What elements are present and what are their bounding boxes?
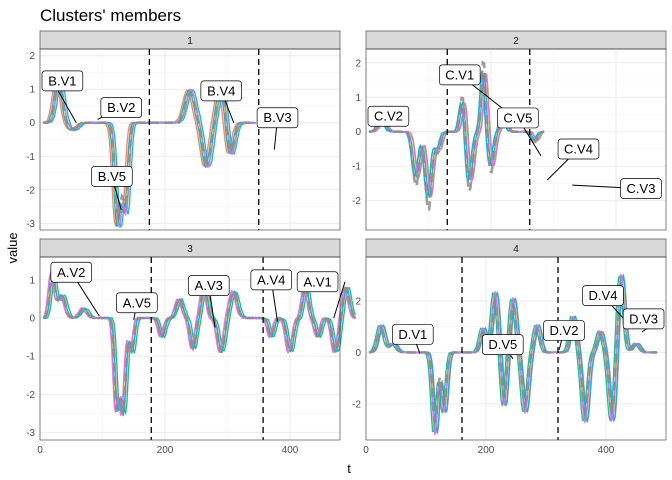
label-leader-line — [333, 281, 346, 319]
facet-panel-2: 2 -2 -1 0 1 2 C.V1 C.V2 C.V5 C.V4 C.V3 — [352, 30, 667, 231]
x-tick-label: 200 — [157, 445, 174, 456]
x-tick-label: 200 — [478, 445, 495, 456]
centroid-series-line — [369, 59, 545, 211]
variable-label-box — [50, 261, 92, 283]
variable-label: D.V5 — [488, 337, 517, 352]
variable-label-box — [622, 308, 665, 330]
variable-label-box — [41, 70, 84, 92]
x-tick-label: 0 — [37, 445, 43, 456]
y-tick-label: -1 — [26, 352, 35, 363]
variable-label: C.V5 — [503, 110, 532, 125]
facet-strip-label: 2 — [513, 36, 519, 47]
facet-strip-label: 4 — [513, 244, 519, 255]
member-series-line — [368, 73, 545, 198]
y-tick-label: -2 — [352, 196, 361, 207]
variable-label: B.V4 — [207, 83, 235, 98]
y-tick-label: 2 — [355, 58, 361, 69]
y-tick-label: 2 — [29, 51, 35, 62]
facet-strip-label: 1 — [187, 36, 193, 47]
variable-label: D.V4 — [589, 288, 618, 303]
y-tick-label: 1 — [29, 275, 35, 286]
y-tick-label: -1 — [26, 152, 35, 163]
panel-border — [39, 48, 341, 231]
y-tick-label: 1 — [355, 93, 361, 104]
x-tick-label: 400 — [598, 445, 615, 456]
variable-label-box — [296, 271, 339, 293]
variable-label-box — [100, 97, 142, 119]
variable-label: B.V1 — [48, 73, 76, 88]
variable-label-box — [367, 105, 410, 127]
x-axis-title: t — [347, 461, 351, 476]
y-tick-label: 0 — [29, 314, 35, 325]
variable-label: A.V3 — [195, 278, 223, 293]
y-tick-label: 0 — [29, 118, 35, 129]
variable-label-box — [582, 285, 624, 307]
x-tick-label: 400 — [282, 445, 299, 456]
member-series-line — [368, 72, 545, 199]
y-axis-title: value — [5, 232, 20, 263]
variable-label: C.V2 — [374, 109, 403, 124]
variable-label: C.V1 — [445, 67, 474, 82]
variable-label-box — [116, 292, 158, 314]
variable-label-box — [543, 320, 585, 341]
variable-label-box — [256, 107, 299, 129]
y-tick-label: -3 — [26, 428, 35, 439]
facet-panels: 1 -3 -2 -1 0 1 2 B.V1 B.V2 B.V4 B.V3 B.V5 2 -2 -1 0 1 2 C.… — [26, 30, 667, 456]
member-series-line — [368, 75, 545, 196]
variable-label-box — [482, 334, 524, 355]
variable-label: B.V2 — [107, 100, 135, 115]
y-tick-label: 0 — [355, 127, 361, 138]
variable-label-box — [91, 166, 133, 187]
variable-label: A.V4 — [257, 272, 285, 287]
facet-panel-3: 3 -3 -2 -1 0 1 0 200 400 A.V2 A.V5 A.V3 A.V4 A.V1 — [26, 238, 357, 456]
y-tick-label: 2 — [355, 296, 361, 307]
y-tick-label: 1 — [29, 85, 35, 96]
centroid-series-line — [42, 272, 357, 416]
variable-label-box — [188, 275, 230, 296]
variable-label-box — [392, 323, 434, 345]
facet-strip-label: 3 — [187, 244, 193, 255]
y-tick-label: 0 — [355, 348, 361, 359]
variable-label: D.V3 — [629, 311, 658, 326]
variable-label: B.V3 — [263, 110, 291, 125]
variable-label: A.V1 — [304, 274, 332, 289]
facet-panel-4: 4 -2 0 2 0 200 400 D.V1 D.V5 D.V2 D.V4 D.V3 — [352, 238, 667, 456]
x-tick-label: 0 — [363, 445, 369, 456]
variable-label: A.V5 — [123, 295, 151, 310]
member-series-line — [368, 72, 545, 198]
panel-border — [365, 256, 667, 441]
variable-label: C.V4 — [564, 141, 593, 156]
panel-border — [39, 256, 341, 441]
variable-label-box — [250, 269, 293, 291]
variable-label: D.V1 — [398, 327, 427, 342]
variable-label-box — [557, 138, 600, 160]
facet-panel-1: 1 -3 -2 -1 0 1 2 B.V1 B.V2 B.V4 B.V3 B.V5 — [26, 30, 341, 231]
variable-label-box — [439, 64, 481, 86]
y-tick-label: -2 — [26, 185, 35, 196]
panel-border — [365, 48, 667, 231]
variable-label: A.V2 — [57, 265, 85, 280]
variable-label: C.V3 — [627, 181, 656, 196]
variable-label: B.V5 — [98, 169, 126, 184]
chart-title: Clusters' members — [40, 6, 181, 25]
variable-label-box — [620, 178, 662, 199]
y-tick-label: -1 — [352, 162, 361, 173]
variable-label-box — [200, 80, 243, 102]
y-tick-label: -3 — [26, 219, 35, 230]
y-tick-label: -2 — [352, 399, 361, 410]
y-tick-label: -2 — [26, 390, 35, 401]
member-series-line — [368, 73, 545, 197]
variable-label: D.V2 — [550, 323, 579, 338]
variable-label-box — [497, 107, 539, 129]
